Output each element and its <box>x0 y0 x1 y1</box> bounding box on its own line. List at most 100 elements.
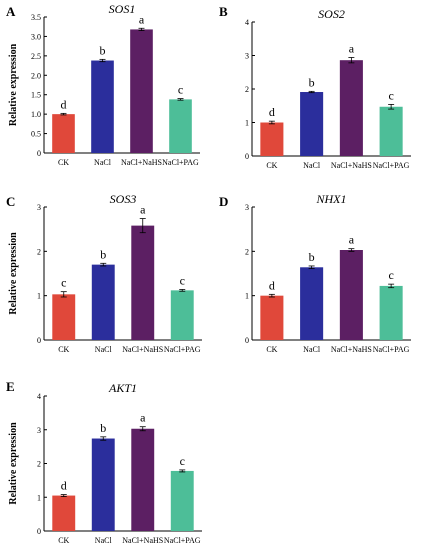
significance-letter: a <box>349 233 355 247</box>
y-tick-label: 0 <box>245 152 249 161</box>
y-tick-label: 2 <box>37 247 41 256</box>
y-tick-label: 3 <box>245 203 249 212</box>
significance-letter: a <box>140 203 146 217</box>
y-tick-label: 2 <box>37 460 41 469</box>
y-tick-label: 0 <box>37 336 41 345</box>
y-axis-label: Relative expression <box>8 232 19 315</box>
x-tick-label: CK <box>58 536 69 545</box>
bar-nacl-nahs <box>130 29 153 153</box>
bar-nacl-pag <box>379 106 403 156</box>
bar-nacl-pag <box>170 290 194 340</box>
significance-letter: d <box>61 97 67 111</box>
x-tick-label: CK <box>58 158 69 167</box>
y-tick-label: 0.5 <box>31 130 41 139</box>
bar-ck <box>52 495 76 531</box>
bar-nacl-nahs <box>339 250 363 340</box>
bar-ck <box>260 122 284 156</box>
x-tick-label: NaCl+NaHS <box>331 345 372 354</box>
bar-nacl-nahs <box>339 60 363 156</box>
significance-letter: a <box>349 42 355 56</box>
x-tick-label: NaCl+PAG <box>162 158 199 167</box>
significance-letter: a <box>140 411 146 425</box>
panel-letter: A <box>6 4 16 19</box>
y-tick-label: 0 <box>37 527 41 536</box>
significance-letter: d <box>61 479 67 493</box>
significance-letter: c <box>180 273 185 287</box>
y-tick-label: 1.0 <box>31 110 41 119</box>
chart-panel-a: A SOS1 Relative expression 0 0.5 1.0 1.5 2.0 2.5… <box>6 2 200 167</box>
y-tick-label: 1 <box>37 493 41 502</box>
x-tick-label: NaCl <box>303 161 321 170</box>
significance-letter: c <box>61 276 66 290</box>
y-tick-label: 2.5 <box>31 52 41 61</box>
y-tick-label: 2.0 <box>31 71 41 80</box>
significance-letter: b <box>100 43 106 57</box>
y-axis-label: Relative expression <box>8 422 19 505</box>
panel-letter: E <box>6 379 15 394</box>
bar-nacl <box>300 92 324 156</box>
y-tick-label: 3.5 <box>31 13 41 22</box>
y-tick-label: 1.5 <box>31 91 41 100</box>
chart-title: AKT1 <box>108 381 137 395</box>
significance-letter: c <box>180 454 185 468</box>
bar-nacl-nahs <box>131 428 155 531</box>
significance-letter: c <box>178 83 183 97</box>
y-axis-label: Relative expression <box>8 43 19 126</box>
panel-letter: B <box>219 4 228 19</box>
significance-letter: c <box>388 268 393 282</box>
significance-letter: b <box>100 421 106 435</box>
bar-nacl-pag <box>170 470 194 531</box>
chart-title: SOS2 <box>318 7 345 21</box>
y-tick-label: 2 <box>245 247 249 256</box>
y-tick-label: 0 <box>37 149 41 158</box>
x-tick-label: NaCl+NaHS <box>331 161 372 170</box>
y-tick-label: 3 <box>37 426 41 435</box>
chart-panel-c: C SOS3 Relative expression 0 1 2 3 c CK b NaCl a NaC… <box>6 192 202 354</box>
x-tick-label: NaCl <box>303 345 321 354</box>
significance-letter: a <box>139 12 145 26</box>
significance-letter: c <box>388 88 393 102</box>
bar-ck <box>52 114 75 153</box>
y-tick-label: 3.0 <box>31 32 41 41</box>
x-tick-label: CK <box>266 161 277 170</box>
significance-letter: b <box>309 250 315 264</box>
chart-panel-b: B SOS2 0 1 2 3 4 d CK b NaCl a NaCl+NaHS c NaCl+PAG <box>219 4 411 170</box>
significance-letter: d <box>269 105 275 119</box>
chart-title: NHX1 <box>316 192 347 206</box>
y-tick-label: 1 <box>245 292 249 301</box>
bar-ck <box>260 295 284 340</box>
x-tick-label: NaCl <box>94 158 112 167</box>
y-tick-label: 1 <box>245 119 249 128</box>
significance-letter: d <box>269 278 275 292</box>
significance-letter: b <box>100 247 106 261</box>
y-tick-label: 3 <box>37 203 41 212</box>
bar-nacl <box>91 438 115 531</box>
panel-letter: C <box>6 194 15 209</box>
x-tick-label: NaCl <box>95 345 113 354</box>
x-tick-label: NaCl+PAG <box>164 345 201 354</box>
y-tick-label: 2 <box>245 85 249 94</box>
x-tick-label: NaCl+NaHS <box>122 345 163 354</box>
chart-title: SOS3 <box>110 192 137 206</box>
bar-nacl-nahs <box>131 225 155 340</box>
x-tick-label: NaCl+PAG <box>164 536 201 545</box>
x-tick-label: CK <box>58 345 69 354</box>
y-tick-label: 4 <box>37 392 41 401</box>
significance-letter: b <box>309 75 315 89</box>
x-tick-label: NaCl+PAG <box>373 345 410 354</box>
y-tick-label: 1 <box>37 292 41 301</box>
x-tick-label: NaCl+NaHS <box>121 158 162 167</box>
x-tick-label: CK <box>266 345 277 354</box>
bar-nacl <box>300 267 324 340</box>
x-tick-label: NaCl <box>95 536 113 545</box>
bar-nacl <box>91 60 114 153</box>
x-tick-label: NaCl+NaHS <box>122 536 163 545</box>
y-tick-label: 4 <box>245 18 249 27</box>
bar-nacl-pag <box>379 285 403 340</box>
chart-panel-e: E AKT1 Relative expression 0 1 2 3 4 d CK b NaCl a Na… <box>6 379 202 545</box>
chart-panel-d: D NHX1 0 1 2 3 d CK b NaCl a NaCl+NaHS c NaCl+PAG <box>219 192 411 354</box>
x-tick-label: NaCl+PAG <box>373 161 410 170</box>
y-tick-label: 0 <box>245 336 249 345</box>
bar-ck <box>52 294 76 340</box>
panel-letter: D <box>219 194 228 209</box>
